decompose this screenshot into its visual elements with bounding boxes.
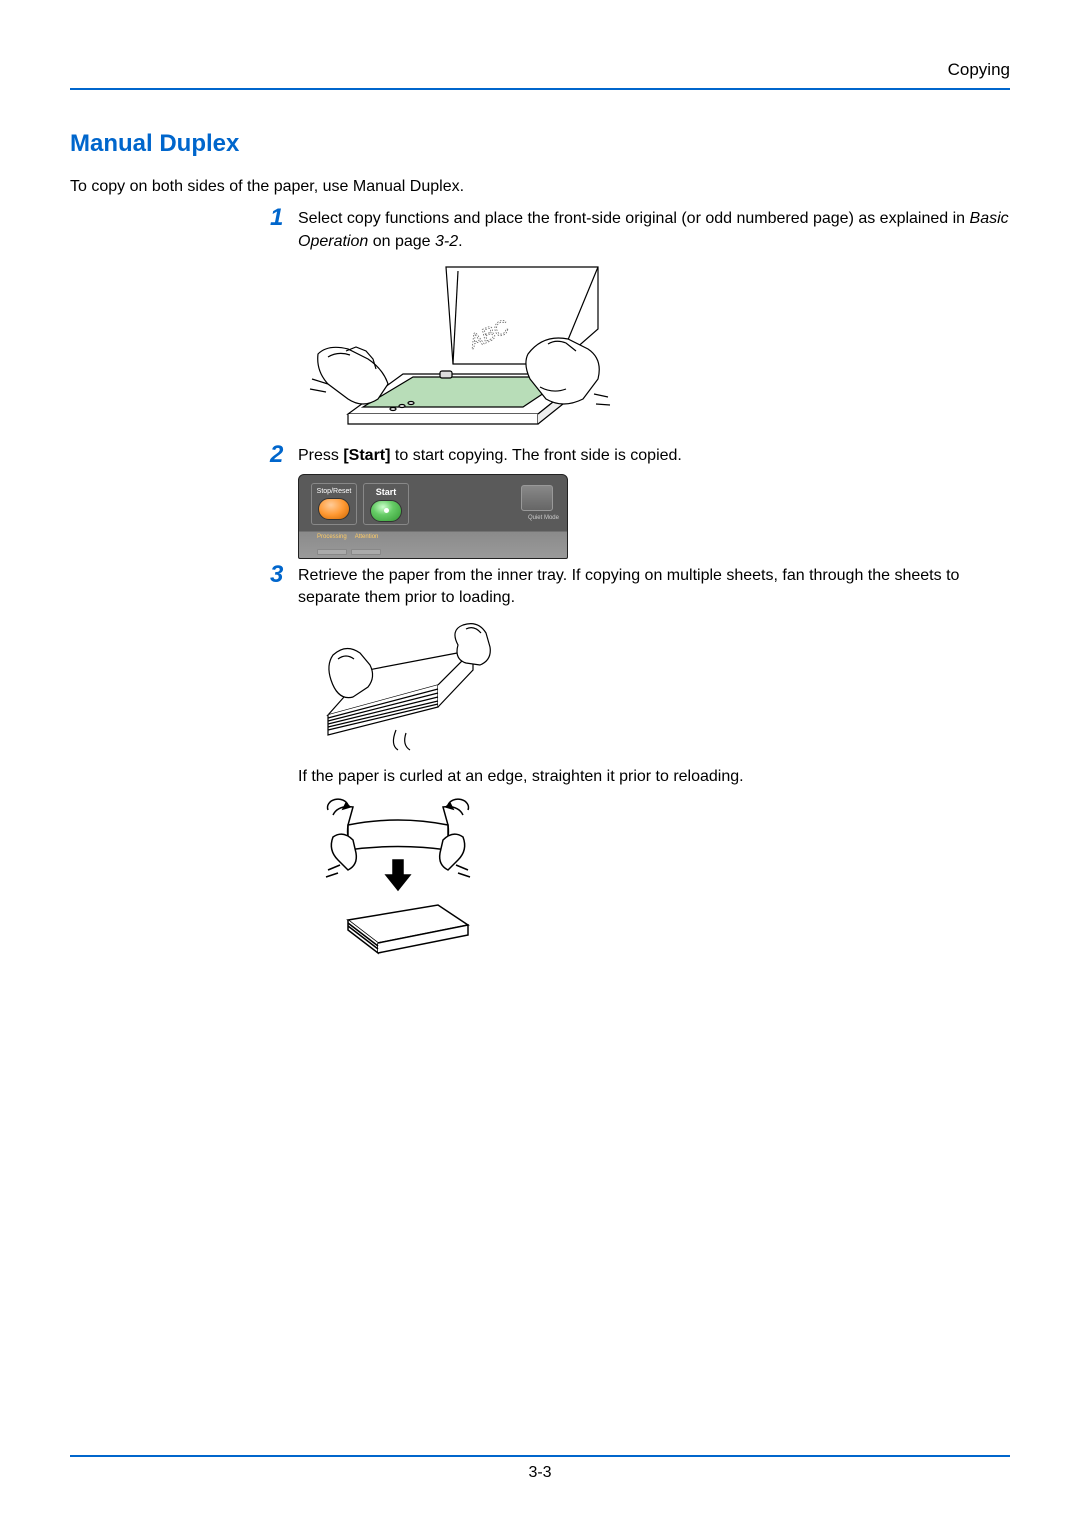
panel-slot xyxy=(317,549,347,555)
step-2-text-bold: [Start] xyxy=(343,447,390,464)
step-1-body: Select copy functions and place the fron… xyxy=(298,208,1010,253)
step-number: 1 xyxy=(270,206,298,230)
stop-reset-label: Stop/Reset xyxy=(317,488,352,495)
step-2-body: Press [Start] to start copying. The fron… xyxy=(298,445,1010,467)
processing-indicator-label: Processing xyxy=(317,534,347,540)
step-number: 2 xyxy=(270,443,298,467)
start-button[interactable] xyxy=(370,500,402,522)
footer-rule xyxy=(70,1455,1010,1457)
scanner-illustration-svg: ABC xyxy=(298,259,618,434)
step-3-body: Retrieve the paper from the inner tray. … xyxy=(298,565,1010,610)
page-number: 3-3 xyxy=(0,1464,1080,1482)
step-list: 1 Select copy functions and place the fr… xyxy=(270,208,1010,959)
illustration-scanner: ABC xyxy=(298,259,1010,439)
stop-reset-button[interactable] xyxy=(318,498,350,520)
step-1: 1 Select copy functions and place the fr… xyxy=(270,208,1010,253)
step-1-text-prefix: Select copy functions and place the fron… xyxy=(298,210,970,227)
step-2: 2 Press [Start] to start copying. The fr… xyxy=(270,445,1010,467)
illustration-straighten-paper xyxy=(298,795,1010,960)
quiet-mode-button[interactable] xyxy=(521,485,553,511)
step-2-text-prefix: Press xyxy=(298,447,343,464)
fan-paper-svg xyxy=(298,615,498,755)
step-2-text-suffix: to start copying. The front side is copi… xyxy=(390,447,681,464)
quiet-mode-label: Quiet Mode xyxy=(528,515,559,521)
panel-slot xyxy=(351,549,381,555)
header-rule xyxy=(70,88,1010,90)
step-1-page-ref: 3-2 xyxy=(435,233,458,250)
attention-indicator-label: Attention xyxy=(355,534,379,540)
start-label: Start xyxy=(376,487,397,497)
control-panel: Stop/Reset Start Quiet Mode Processing A… xyxy=(298,474,568,559)
illustration-control-panel: Stop/Reset Start Quiet Mode Processing A… xyxy=(298,474,1010,559)
step-3: 3 Retrieve the paper from the inner tray… xyxy=(270,565,1010,610)
intro-text: To copy on both sides of the paper, use … xyxy=(70,176,1010,198)
page-container: Copying Manual Duplex To copy on both si… xyxy=(0,0,1080,1527)
straighten-paper-svg xyxy=(298,795,498,955)
header-section-label: Copying xyxy=(70,60,1010,88)
step-1-text-suffix: on page xyxy=(368,233,435,250)
panel-slots xyxy=(317,549,381,555)
illustration-fan-paper xyxy=(298,615,1010,760)
start-button-box: Start xyxy=(363,483,409,525)
step-1-text-end: . xyxy=(458,233,462,250)
step-3-sub-text: If the paper is curled at an edge, strai… xyxy=(298,766,1010,788)
stop-reset-button-box: Stop/Reset xyxy=(311,483,357,525)
panel-indicators: Processing Attention xyxy=(317,534,378,540)
step-number: 3 xyxy=(270,563,298,587)
page-title: Manual Duplex xyxy=(70,130,1010,158)
